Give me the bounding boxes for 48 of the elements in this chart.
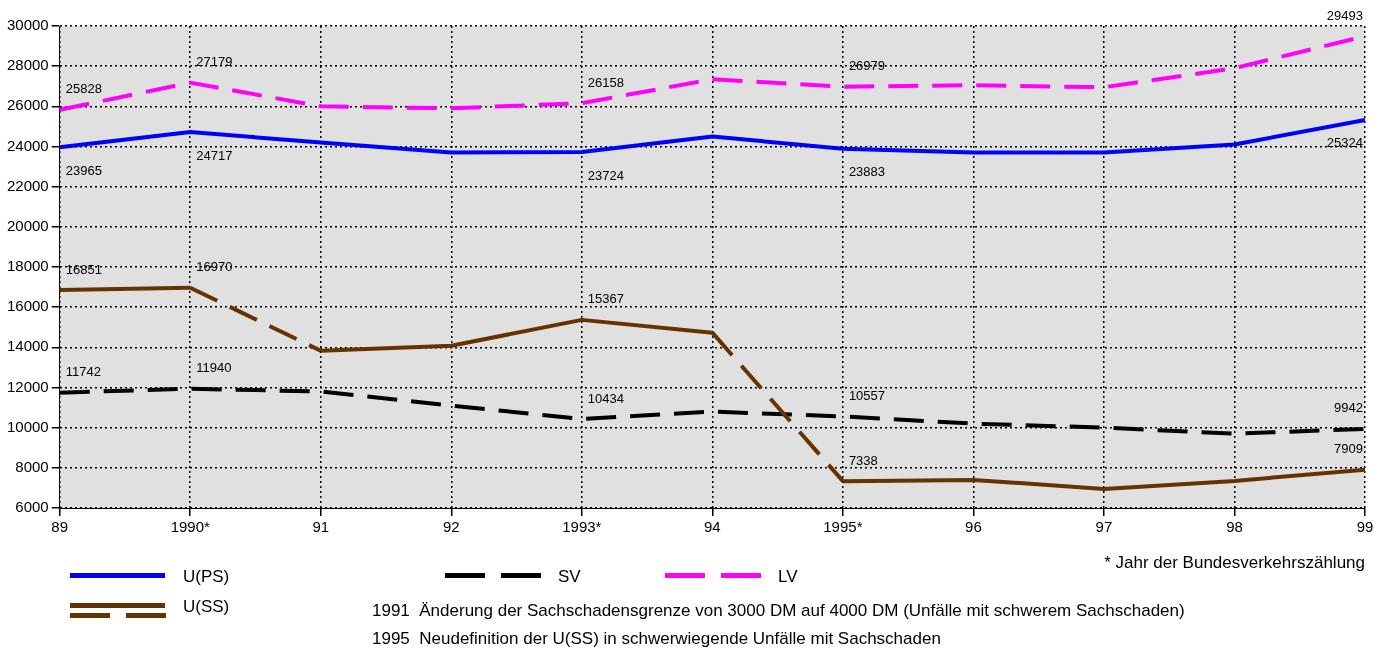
y-tick-label: 18000 (6, 257, 49, 275)
legend-label: U(PS) (183, 567, 230, 587)
x-tick-label: 98 (1226, 518, 1243, 536)
data-label: 9942 (1334, 400, 1363, 416)
text: 1991 Änderung der Sachschadensgrenze von 3000 DM auf 4000 DM (Unfälle mit schwerem Sachschaden) (372, 601, 1185, 621)
data-label: 29493 (1326, 7, 1363, 23)
data-label: 16851 (65, 261, 102, 277)
x-tick-label: 96 (965, 518, 982, 536)
data-label: 23883 (848, 164, 886, 180)
data-label: 26158 (587, 74, 624, 90)
legend-label: LV (778, 567, 798, 587)
data-label: 15367 (587, 291, 624, 307)
text: * Jahr der Bundesverkehrszählung (1104, 553, 1365, 573)
data-label: 7909 (1334, 441, 1363, 457)
y-tick-label: 28000 (6, 56, 49, 74)
data-label: 10557 (848, 388, 886, 404)
y-tick-label: 10000 (6, 417, 49, 435)
data-label: 23965 (65, 162, 102, 178)
data-label: 7338 (848, 452, 878, 468)
legend-label: U(SS) (183, 597, 230, 617)
y-tick-label: 30000 (6, 16, 49, 34)
x-tick-label: 97 (1095, 518, 1113, 536)
x-tick-label: 94 (704, 518, 721, 536)
x-tick-label: 91 (312, 518, 330, 536)
data-label: 11742 (65, 364, 101, 380)
data-label: 23724 (587, 167, 624, 183)
y-tick-label: 26000 (6, 96, 49, 114)
y-tick-label: 6000 (15, 498, 49, 516)
data-label: 26979 (848, 58, 886, 74)
y-tick-label: 16000 (6, 297, 49, 315)
data-label: 11940 (196, 360, 232, 376)
x-tick-label: 1990* (170, 518, 210, 536)
y-tick-label: 14000 (6, 337, 49, 355)
text: 1995 Neudefinition der U(SS) in schwerwiegende Unfälle mit Sachschaden (372, 629, 941, 649)
x-tick-label: 89 (51, 518, 69, 536)
x-tick-label: 99 (1356, 518, 1374, 536)
data-label: 10434 (587, 390, 624, 406)
x-tick-label: 1995* (823, 518, 863, 536)
y-tick-label: 24000 (6, 136, 49, 154)
y-tick-label: 8000 (15, 457, 49, 475)
y-tick-label: 12000 (6, 377, 49, 395)
y-tick-label: 20000 (6, 216, 49, 234)
data-label: 24717 (196, 147, 233, 163)
x-tick-label: 92 (442, 518, 460, 536)
y-tick-label: 22000 (6, 176, 49, 194)
x-tick-label: 1993* (562, 518, 602, 536)
legend-label: SV (558, 567, 581, 587)
data-label: 25828 (65, 81, 102, 97)
